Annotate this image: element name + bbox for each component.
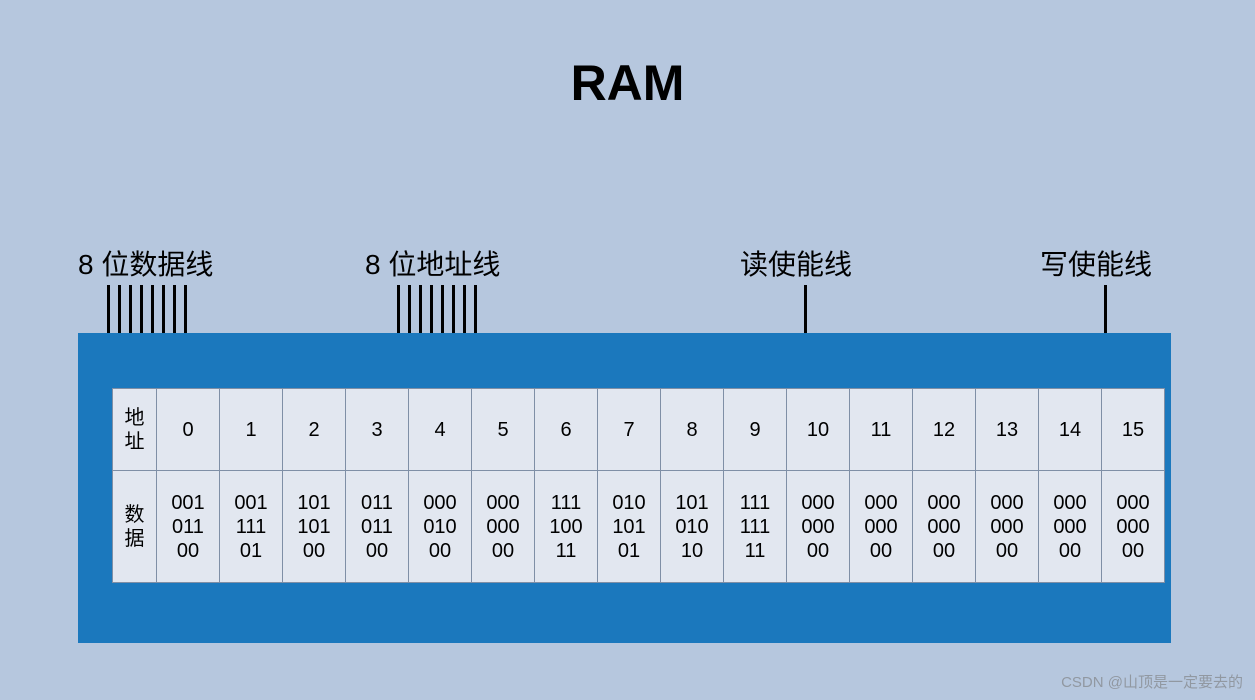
data-cell: 00000000 <box>1039 471 1102 583</box>
data-cell: 00000000 <box>976 471 1039 583</box>
data-cell: 00000000 <box>472 471 535 583</box>
write-enable-line <box>1104 285 1107 333</box>
address-cell: 7 <box>598 389 661 471</box>
memory-table: 地址 0123456789101112131415 数据 00101100001… <box>112 388 1165 583</box>
address-cell: 9 <box>724 389 787 471</box>
address-cell: 8 <box>661 389 724 471</box>
address-cell: 0 <box>157 389 220 471</box>
data-cell: 00101100 <box>157 471 220 583</box>
data-cell: 10101010 <box>661 471 724 583</box>
data-cell: 00000000 <box>787 471 850 583</box>
address-cell: 5 <box>472 389 535 471</box>
data-cell: 00001000 <box>409 471 472 583</box>
address-cell: 12 <box>913 389 976 471</box>
data-cell: 11111111 <box>724 471 787 583</box>
label-addr-bus: 8 位地址线 <box>365 243 500 283</box>
data-cell: 00000000 <box>850 471 913 583</box>
data-bus-lines <box>107 285 187 333</box>
label-data-bus: 8 位数据线 <box>78 243 213 283</box>
label-read-en: 读使能线 <box>740 243 852 283</box>
address-row-header: 地址 <box>113 389 157 471</box>
watermark: CSDN @山顶是一定要去的 <box>1061 671 1243 692</box>
address-cell: 1 <box>220 389 283 471</box>
data-cell: 00000000 <box>913 471 976 583</box>
data-cell: 11110011 <box>535 471 598 583</box>
address-cell: 2 <box>283 389 346 471</box>
table-row-data: 数据 0010110000111101101101000110110000001… <box>113 471 1165 583</box>
data-cell: 00000000 <box>1102 471 1165 583</box>
address-cell: 13 <box>976 389 1039 471</box>
addr-bus-lines <box>397 285 477 333</box>
data-cell: 10110100 <box>283 471 346 583</box>
diagram-title: RAM <box>0 54 1255 112</box>
data-cell: 01010101 <box>598 471 661 583</box>
table-row-address: 地址 0123456789101112131415 <box>113 389 1165 471</box>
address-cell: 6 <box>535 389 598 471</box>
address-cell: 11 <box>850 389 913 471</box>
read-enable-line <box>804 285 807 333</box>
label-write-en: 写使能线 <box>1040 243 1152 283</box>
data-cell: 01101100 <box>346 471 409 583</box>
address-cell: 15 <box>1102 389 1165 471</box>
address-cell: 3 <box>346 389 409 471</box>
address-cell: 14 <box>1039 389 1102 471</box>
address-cell: 10 <box>787 389 850 471</box>
data-cell: 00111101 <box>220 471 283 583</box>
address-cell: 4 <box>409 389 472 471</box>
data-row-header: 数据 <box>113 471 157 583</box>
